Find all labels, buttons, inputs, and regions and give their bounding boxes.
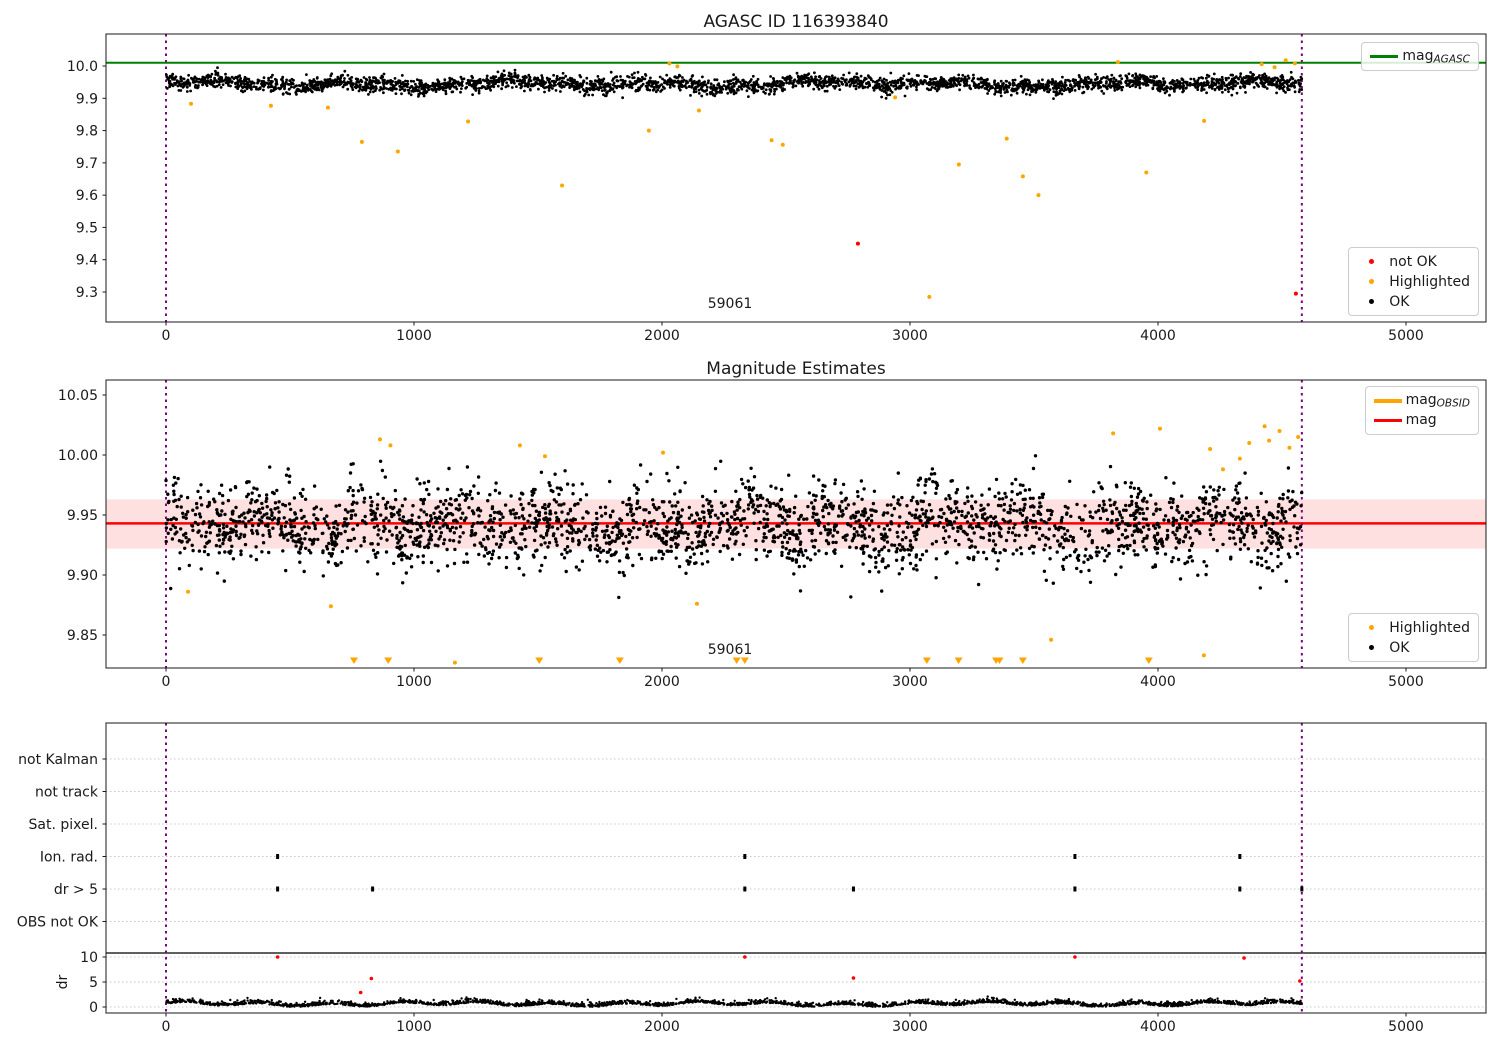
plot1: 0 1000 2000 3000 4000 5000 10.0 9.9 9.8 9.7 9.6 9.5…: [67, 33, 1487, 344]
svg-text:5000: 5000: [1388, 1019, 1424, 1035]
svg-text:9.6: 9.6: [76, 188, 98, 204]
svg-text:2000: 2000: [644, 674, 680, 690]
legend-label-ok: OK: [1389, 639, 1410, 656]
svg-text:9.9: 9.9: [76, 91, 98, 107]
svg-text:9.7: 9.7: [76, 156, 98, 172]
svg-text:9.5: 9.5: [76, 220, 98, 236]
plot2: 0 1000 2000 3000 4000 5000 10.05 10.00 9.95 9.90 9…: [58, 379, 1487, 690]
svg-text:3000: 3000: [892, 1019, 928, 1035]
svg-text:not Kalman: not Kalman: [18, 752, 98, 768]
plot1-obsid-annotation: 59061: [707, 296, 753, 312]
legend-label-highlighted: Highlighted: [1389, 619, 1470, 636]
highlighted-dot-swatch: [1368, 279, 1374, 284]
legend-entry-highlighted: Highlighted: [1353, 618, 1470, 637]
svg-text:4000: 4000: [1140, 674, 1176, 690]
legend-entry-mag: mag: [1370, 411, 1470, 430]
svg-text:9.90: 9.90: [67, 568, 98, 584]
swatch-wrap: [1353, 259, 1389, 264]
legend-label-mag-obsid: magOBSID: [1406, 392, 1470, 410]
legend-entry-ok: OK: [1353, 292, 1470, 311]
legend-label-sub: AGASC: [1433, 53, 1471, 66]
svg-text:9.8: 9.8: [76, 124, 98, 140]
svg-text:2000: 2000: [644, 1019, 680, 1035]
plot3: not Kalman not track Sat. pixel. Ion. rad. d…: [17, 722, 1487, 1035]
plot1-legend-markers: not OK Highlighted OK: [1348, 247, 1479, 316]
mag-line-swatch: [1373, 419, 1402, 422]
legend-label-sub: OBSID: [1436, 397, 1470, 410]
svg-text:Ion. rad.: Ion. rad.: [40, 850, 98, 866]
svg-text:2000: 2000: [644, 328, 680, 344]
svg-text:1000: 1000: [396, 1019, 432, 1035]
swatch-wrap: [1366, 55, 1402, 58]
svg-text:9.95: 9.95: [67, 508, 98, 524]
svg-text:0: 0: [162, 674, 171, 690]
dr-axis-label: dr: [55, 974, 71, 990]
svg-text:not track: not track: [35, 785, 99, 801]
ok-dot-swatch: [1368, 299, 1374, 304]
svg-text:9.85: 9.85: [67, 628, 98, 644]
plot2-obsid-annotation: 59061: [707, 642, 753, 658]
svg-text:5000: 5000: [1388, 328, 1424, 344]
svg-text:0: 0: [162, 1019, 171, 1035]
swatch-wrap: [1370, 419, 1406, 422]
svg-text:10: 10: [80, 950, 98, 966]
svg-text:OBS not OK: OBS not OK: [17, 915, 99, 931]
svg-text:dr > 5: dr > 5: [54, 882, 98, 898]
svg-text:9.4: 9.4: [76, 253, 98, 269]
svg-text:5000: 5000: [1388, 674, 1424, 690]
svg-text:10.05: 10.05: [58, 388, 98, 404]
legend-label-ok: OK: [1389, 293, 1410, 310]
swatch-wrap: [1370, 398, 1406, 403]
legend-entry-ok: OK: [1353, 638, 1470, 657]
swatch-wrap: [1353, 279, 1389, 284]
svg-text:3000: 3000: [892, 674, 928, 690]
plot2-title: Magnitude Estimates: [706, 359, 886, 379]
svg-text:0: 0: [89, 1000, 98, 1016]
legend-label-main: mag: [1402, 47, 1434, 64]
legend-entry-mag-agasc: magAGASC: [1366, 47, 1470, 66]
svg-text:5: 5: [89, 975, 98, 991]
legend-entry-highlighted: Highlighted: [1353, 272, 1470, 291]
mag-obsid-line-swatch: [1373, 398, 1402, 403]
not-ok-dot-swatch: [1368, 259, 1374, 264]
svg-text:9.3: 9.3: [76, 285, 98, 301]
ok-dot-swatch: [1368, 645, 1374, 650]
svg-text:0: 0: [162, 328, 171, 344]
plot1-title: AGASC ID 116393840: [703, 12, 889, 32]
legend-label-mag-agasc: magAGASC: [1402, 48, 1470, 66]
legend-entry-not-ok: not OK: [1353, 252, 1470, 271]
plot2-legend-markers: Highlighted OK: [1348, 613, 1479, 662]
svg-text:4000: 4000: [1140, 1019, 1176, 1035]
svg-text:10.00: 10.00: [58, 448, 98, 464]
plot2-legend-lines: magOBSID mag: [1364, 386, 1479, 435]
legend-label-highlighted: Highlighted: [1389, 273, 1470, 290]
plot1-legend-mag-agasc: magAGASC: [1361, 42, 1479, 71]
swatch-wrap: [1353, 645, 1389, 650]
legend-label-main: mag: [1405, 411, 1437, 428]
legend-label-main: mag: [1405, 391, 1437, 408]
svg-text:Sat. pixel.: Sat. pixel.: [29, 817, 98, 833]
highlighted-dot-swatch: [1368, 625, 1374, 630]
svg-text:10.0: 10.0: [67, 59, 98, 75]
swatch-wrap: [1353, 625, 1389, 630]
legend-label-mag: mag: [1406, 412, 1437, 430]
svg-text:1000: 1000: [396, 674, 432, 690]
svg-text:1000: 1000: [396, 328, 432, 344]
svg-text:4000: 4000: [1140, 328, 1176, 344]
swatch-wrap: [1353, 299, 1389, 304]
mag-agasc-line-swatch: [1370, 55, 1399, 58]
legend-entry-mag-obsid: magOBSID: [1370, 391, 1470, 410]
legend-label-not-ok: not OK: [1389, 253, 1437, 270]
svg-text:3000: 3000: [892, 328, 928, 344]
